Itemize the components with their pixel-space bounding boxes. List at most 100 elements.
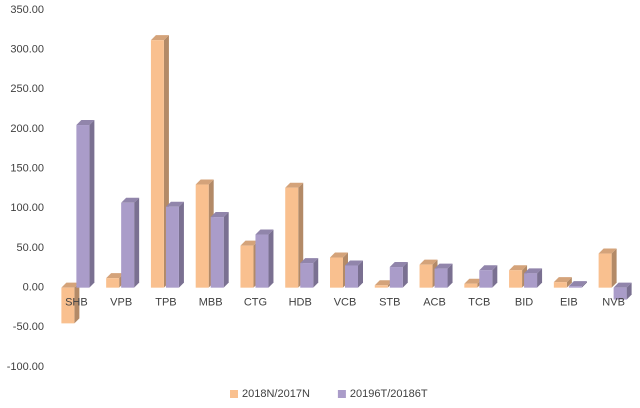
bar-front (464, 283, 478, 288)
y-tick-label: 300.00 (10, 44, 44, 56)
bar-side (611, 248, 617, 288)
legend-label: 2018N/2017N (242, 388, 310, 400)
bar-top (150, 35, 169, 41)
bar-front (150, 40, 164, 288)
bar-front (479, 270, 493, 288)
bar-front (76, 125, 90, 288)
bar-top (165, 201, 184, 207)
bar-front (210, 217, 224, 288)
bar-top (553, 277, 572, 283)
bar-top (374, 280, 393, 286)
bar-front (374, 285, 388, 288)
bar (121, 197, 140, 288)
bar-top (210, 212, 229, 218)
bar-top (121, 197, 140, 203)
bar-front (255, 234, 269, 288)
y-tick-label: -100.00 (7, 361, 44, 373)
y-tick-label: -50.00 (13, 321, 44, 333)
bar-top (509, 265, 528, 271)
y-tick-label: 200.00 (10, 123, 44, 135)
bar-top (106, 273, 125, 279)
x-tick-label: TCB (468, 297, 490, 309)
bar-front (330, 257, 343, 288)
y-tick-label: 150.00 (10, 163, 44, 175)
bar-top (524, 268, 543, 274)
bar-top (300, 258, 319, 264)
bar (255, 229, 274, 288)
bar-side (268, 229, 274, 288)
bar-side (566, 277, 572, 288)
bar-top (345, 260, 363, 266)
bar-side (89, 120, 95, 288)
bar (598, 248, 617, 288)
bar-top (598, 248, 617, 254)
bar-front (598, 253, 612, 288)
bar-top (434, 263, 453, 269)
bar (479, 265, 498, 288)
bar-front (434, 268, 448, 288)
bar (76, 120, 95, 288)
bar-front (613, 287, 627, 300)
x-tick-label: VCB (334, 297, 357, 309)
bar (210, 212, 229, 288)
bar-side (178, 201, 184, 288)
bar-top (61, 282, 80, 288)
bar-top (479, 265, 498, 271)
bar-front (61, 287, 75, 324)
bar-top (195, 179, 214, 185)
bar-top (419, 259, 438, 265)
bar-front (195, 184, 209, 288)
legend-label: 20196T/20186T (350, 388, 428, 400)
y-tick-label: 350.00 (10, 4, 44, 16)
bar (434, 263, 453, 288)
bar (61, 282, 80, 324)
bar (389, 262, 408, 288)
bar (553, 277, 572, 288)
y-tick-label: 0.00 (23, 282, 44, 294)
bar-front (165, 206, 179, 288)
bar (165, 201, 184, 288)
bar (613, 282, 632, 300)
bar-side (134, 197, 140, 288)
bar (568, 281, 587, 288)
bar-top (255, 229, 274, 235)
bar-side (223, 212, 229, 288)
x-tick-label: HDB (289, 297, 312, 309)
bar-top (76, 120, 95, 126)
bar-front (240, 245, 254, 288)
y-tick-label: 250.00 (10, 83, 44, 95)
bar-side (447, 263, 453, 288)
x-tick-label: EIB (560, 297, 578, 309)
bar-side (74, 282, 80, 324)
bar-side (537, 268, 543, 288)
bar-front (389, 267, 403, 288)
bar-top (389, 262, 408, 268)
y-tick-label: 50.00 (16, 242, 44, 254)
y-tick-label: 100.00 (10, 202, 44, 214)
bar-top (240, 240, 259, 246)
bar-front (509, 270, 523, 288)
bar-top (568, 281, 587, 287)
bar-side (581, 281, 587, 288)
bar-front (419, 264, 433, 288)
x-tick-label: NVB (602, 297, 625, 309)
bar-top (330, 252, 348, 258)
bar (300, 258, 319, 288)
bar-side (492, 265, 498, 288)
x-tick-label: STB (379, 297, 400, 309)
bar-front (300, 263, 314, 288)
bar-side (402, 262, 408, 288)
bar (524, 268, 543, 288)
x-tick-label: BID (515, 297, 533, 309)
bar-front (345, 265, 358, 288)
bar-front (121, 202, 135, 288)
bar (345, 260, 363, 288)
legend-swatch (337, 390, 346, 398)
x-tick-label: VPB (110, 297, 132, 309)
bar-side (626, 282, 632, 300)
bar-front (568, 286, 582, 288)
bar-front (553, 282, 567, 288)
bar-top (613, 282, 632, 288)
x-tick-label: CTG (244, 297, 267, 309)
